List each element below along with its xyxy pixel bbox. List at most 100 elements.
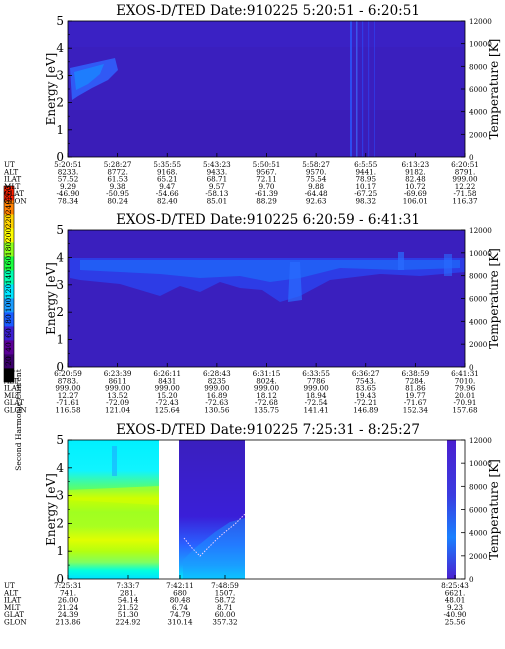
panel-1-upper-band <box>68 21 465 47</box>
panel-1-lower-band <box>68 110 465 157</box>
orbit-cell: 6:36:27 <box>352 369 380 378</box>
y2-tick-label: 0 <box>469 153 474 162</box>
orbit-cell: 15.20 <box>157 391 178 400</box>
y2-tick-label: 6000 <box>469 85 488 94</box>
y-tick-label: 3 <box>56 278 64 292</box>
y2-axis-label: Temperature [K] <box>487 39 501 140</box>
orbit-row-label: UT <box>4 581 15 590</box>
orbit-cell: 9433. <box>207 167 228 176</box>
panel-3-features <box>68 440 456 579</box>
colorbar-swatch <box>4 298 14 313</box>
colorbar-swatch <box>4 186 14 201</box>
orbit-cell: 5:28:27 <box>104 160 132 169</box>
orbit-cell: 6.74 <box>172 603 188 612</box>
y2-tick-label: 8000 <box>469 272 488 281</box>
orbit-cell: 741. <box>60 588 76 597</box>
orbit-row-label: MLT <box>4 603 21 612</box>
orbit-cell: 125.64 <box>155 406 181 415</box>
y2-tick-label: 4000 <box>469 108 488 117</box>
orbit-cell: 78.95 <box>355 175 376 184</box>
y-axis-label: Energy [eV] <box>44 53 58 126</box>
y2-tick-label: 2000 <box>469 340 488 349</box>
orbit-cell: 72.11 <box>256 175 277 184</box>
orbit-cell: 6:5:55 <box>354 160 378 169</box>
orbit-cell: 6:31:15 <box>253 369 281 378</box>
y2-tick-label: 10000 <box>469 249 492 258</box>
colorbar-swatch <box>4 284 14 299</box>
orbit-row-label: GLAT <box>4 189 24 198</box>
orbit-cell: 88.29 <box>256 197 277 206</box>
colorbar-swatch <box>4 312 14 327</box>
orbit-cell: 83.65 <box>355 384 376 393</box>
colorbar-tick-label: 40 <box>4 342 13 352</box>
y2-tick-label: 0 <box>469 575 474 584</box>
panel-1-stripe <box>350 21 352 157</box>
y-tick-label: 4 <box>56 250 64 264</box>
y-tick-label: 0 <box>56 572 64 586</box>
orbit-cell: 213.86 <box>55 618 81 627</box>
colorbar-tick-label: 140 <box>4 270 13 285</box>
orbit-cell: 82.48 <box>405 175 426 184</box>
orbit-cell: 5:58:27 <box>302 160 330 169</box>
orbit-cell: 92.63 <box>306 197 327 206</box>
y-tick-label: 2 <box>56 96 64 110</box>
y2-tick-label: 10000 <box>469 459 492 468</box>
orbit-cell: -71.58 <box>453 189 476 198</box>
panel-1-stripe <box>368 21 370 157</box>
orbit-cell: 8024. <box>256 376 277 385</box>
orbit-cell: 48.01 <box>445 596 466 605</box>
panel-1-low-energy-patch-core <box>74 64 104 90</box>
orbit-cell: -40.90 <box>443 610 466 619</box>
colorbar-tick-label: 120 <box>4 284 13 299</box>
colorbar-swatch <box>4 354 14 369</box>
y-tick-label: 5 <box>56 14 64 28</box>
orbit-cell: 18.94 <box>306 391 327 400</box>
orbit-cell: 8:25:43 <box>441 581 469 590</box>
orbit-cell: 106.01 <box>403 197 428 206</box>
y-tick-label: 1 <box>56 123 64 137</box>
orbit-cell: 9.29 <box>60 182 76 191</box>
orbit-row-label: ALT <box>3 376 18 385</box>
orbit-row-label: GLON <box>4 618 27 627</box>
y-tick-label: 4 <box>56 461 64 475</box>
panel-3-segment-1-column <box>112 446 117 476</box>
orbit-cell: 82.40 <box>157 197 178 206</box>
orbit-cell: 8791. <box>455 167 476 176</box>
colorbar-tick-label: 0 <box>4 372 13 377</box>
orbit-cell: 60.00 <box>215 610 236 619</box>
colorbar-tick-label: 180 <box>4 242 13 257</box>
orbit-cell: 310.14 <box>167 618 193 627</box>
orbit-cell: 5:20:51 <box>54 160 82 169</box>
orbit-cell: -54.66 <box>156 189 179 198</box>
y-tick-label: 2 <box>56 516 64 530</box>
orbit-cell: -72.54 <box>305 398 328 407</box>
orbit-cell: 9168. <box>157 167 178 176</box>
orbit-cell: 9441. <box>355 167 376 176</box>
y2-tick-label: 6000 <box>469 295 488 304</box>
y-tick-label: 3 <box>56 489 64 503</box>
orbit-cell: 78.34 <box>58 197 79 206</box>
y-tick-label: 3 <box>56 68 64 82</box>
orbit-cell: 74.79 <box>170 610 191 619</box>
orbit-cell: -72.43 <box>156 398 179 407</box>
colorbar-tick-label: 20 <box>4 356 13 366</box>
colorbar-frame <box>3 185 15 383</box>
orbit-cell: 9570. <box>306 167 327 176</box>
orbit-cell: 80.24 <box>107 197 128 206</box>
panel-3-temperature-curve <box>183 513 246 557</box>
orbit-cell: 58.72 <box>215 596 236 605</box>
orbit-cell: 6:33:55 <box>302 369 330 378</box>
panel-2-features <box>70 252 465 302</box>
orbit-cell: 24.39 <box>58 610 79 619</box>
orbit-cell: 21.52 <box>118 603 139 612</box>
colorbar-swatch <box>4 340 14 355</box>
colorbar-swatch <box>4 228 14 243</box>
orbit-cell: -61.39 <box>255 189 278 198</box>
colorbar-tick-label: 200 <box>4 228 13 243</box>
y2-tick-label: 6000 <box>469 506 488 515</box>
orbit-cell: 680 <box>173 588 187 597</box>
panel-1-features <box>68 21 465 157</box>
orbit-cell: 5:50:51 <box>253 160 281 169</box>
colorbar-swatch <box>4 200 14 215</box>
